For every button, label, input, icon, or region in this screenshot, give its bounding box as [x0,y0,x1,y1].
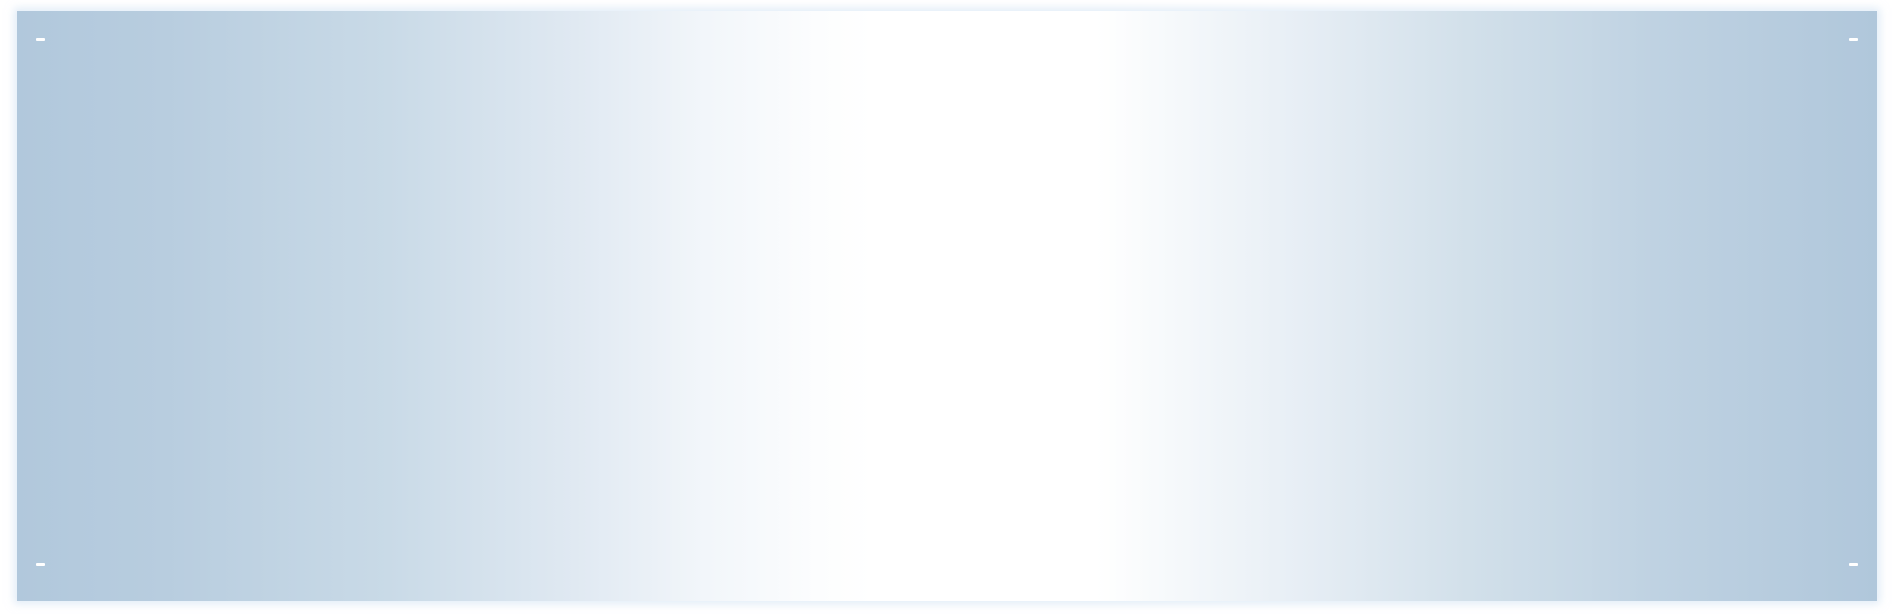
corner-marker [36,563,45,566]
corner-marker [1849,563,1858,566]
gradient-panel [17,11,1877,601]
corner-marker [1849,38,1858,41]
corner-marker [36,38,45,41]
